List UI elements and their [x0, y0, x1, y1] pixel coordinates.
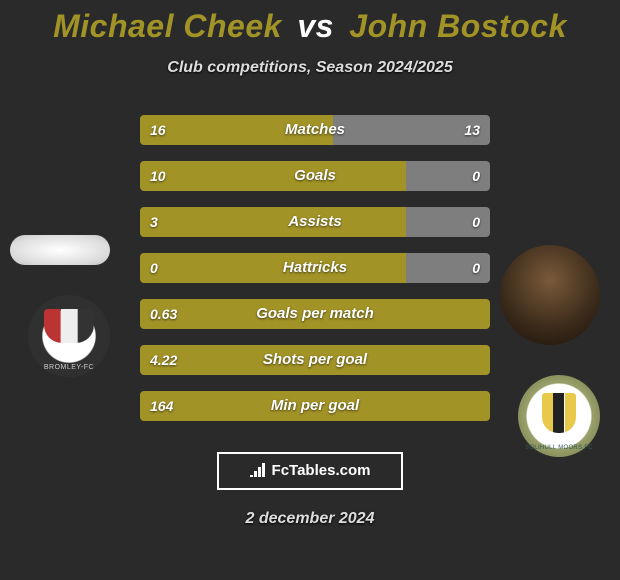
brand-text: FcTables.com: [272, 462, 371, 479]
subtitle: Club competitions, Season 2024/2025: [0, 59, 620, 77]
title-vs: vs: [297, 8, 334, 44]
bar-label: Goals: [140, 161, 490, 191]
title-player1: Michael Cheek: [53, 8, 282, 44]
bar-label: Hattricks: [140, 253, 490, 283]
bars-container: 1613Matches 100Goals 30Assists 00Hattricks 0…: [140, 115, 490, 437]
bar-label: Assists: [140, 207, 490, 237]
player2-team-badge: SOLIHULL MOORS FC: [518, 375, 600, 457]
player2-avatar: [500, 245, 600, 345]
brand-logo: FcTables.com: [217, 452, 403, 490]
bar-row: 4.22Shots per goal: [140, 345, 490, 375]
bar-chart-icon: [250, 463, 268, 477]
bar-label: Min per goal: [140, 391, 490, 421]
page-title: Michael Cheek vs John Bostock: [0, 0, 620, 45]
bar-row: 0.63Goals per match: [140, 299, 490, 329]
comparison-chart: BROMLEY-FC SOLIHULL MOORS FC 1613Matches…: [0, 115, 620, 435]
player1-avatar: [10, 235, 110, 265]
bar-row: 100Goals: [140, 161, 490, 191]
player1-team-badge: BROMLEY-FC: [28, 295, 110, 377]
bar-row: 00Hattricks: [140, 253, 490, 283]
bar-row: 30Assists: [140, 207, 490, 237]
bar-row: 164Min per goal: [140, 391, 490, 421]
player2-team-name: SOLIHULL MOORS FC: [518, 445, 600, 451]
player1-team-name: BROMLEY-FC: [28, 364, 110, 371]
footer-date: 2 december 2024: [0, 510, 620, 528]
bar-label: Shots per goal: [140, 345, 490, 375]
bar-row: 1613Matches: [140, 115, 490, 145]
bar-label: Goals per match: [140, 299, 490, 329]
title-player2: John Bostock: [349, 8, 567, 44]
bar-label: Matches: [140, 115, 490, 145]
